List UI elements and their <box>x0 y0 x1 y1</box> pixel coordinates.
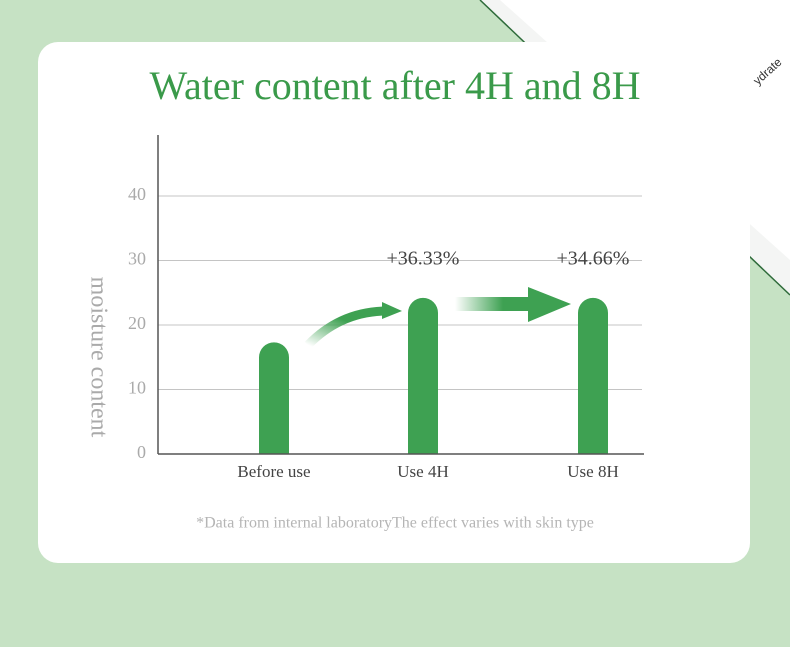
arrow-shaft <box>455 297 535 311</box>
arrow-curve <box>304 306 386 349</box>
annotation: +34.66% <box>557 248 630 270</box>
chart-title: Water content after 4H and 8H <box>149 63 640 108</box>
plot: 0 10 20 30 40 Before use Use 4H Use 8H +36.33% +3… <box>128 184 642 481</box>
x-tick-label: Use 8H <box>567 462 618 481</box>
y-tick-label: 0 <box>137 442 146 462</box>
x-tick-label: Before use <box>237 462 310 481</box>
arrow-head <box>528 287 571 322</box>
bar <box>578 297 608 454</box>
arrow-head <box>382 302 402 319</box>
annotation: +36.33% <box>387 248 460 270</box>
footnote: *Data from internal laboratoryThe effect… <box>196 515 594 532</box>
y-tick-label: 20 <box>128 313 146 333</box>
card <box>38 42 750 563</box>
bar <box>408 297 438 454</box>
y-axis-label: moisture content <box>85 277 111 438</box>
y-tick-label: 30 <box>128 249 146 269</box>
y-tick-label: 40 <box>128 184 146 204</box>
x-tick-label: Use 4H <box>397 462 448 481</box>
bar <box>259 342 289 454</box>
y-tick-label: 10 <box>128 378 146 398</box>
